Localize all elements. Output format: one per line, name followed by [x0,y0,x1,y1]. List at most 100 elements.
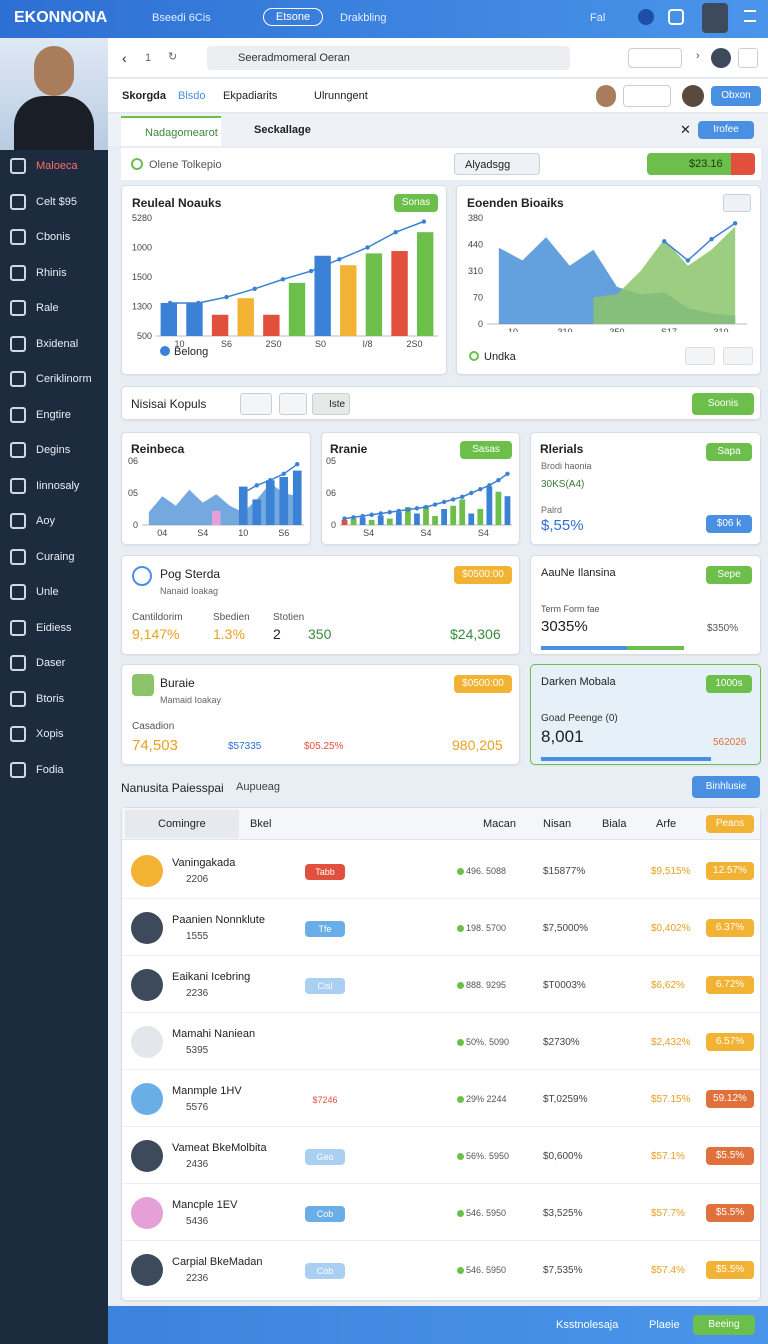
radio[interactable] [131,158,143,170]
icon-button[interactable] [723,194,751,212]
forward-icon[interactable]: › [696,50,700,62]
avatar[interactable] [711,48,731,68]
button[interactable]: Irofee [698,121,754,139]
icon-group[interactable] [628,48,682,68]
menu-item[interactable]: Ceriklinorm [36,373,92,385]
column-header[interactable]: Comingre [158,818,206,830]
nav-pill[interactable]: Etsone [263,8,323,26]
avatar[interactable] [596,85,616,107]
button[interactable]: Beeing [693,1315,755,1335]
chart-title: Reinbeca [131,442,185,456]
column-header[interactable]: Bkel [250,818,272,830]
stat-label: Sbedien [213,612,250,623]
footer-link[interactable]: Ksstnolesaja [556,1319,619,1331]
pager[interactable] [723,347,753,365]
button[interactable]: Obxon [711,86,761,106]
button[interactable]: Sepe [706,566,752,584]
badge[interactable]: $0500:00 [454,675,512,693]
menu-button[interactable] [738,48,758,68]
icon[interactable] [638,9,654,25]
menu-item[interactable]: Unle [36,586,59,598]
menu-item[interactable]: Daser [36,657,66,669]
button[interactable]: Peans [706,815,754,833]
x-label: I/8 [362,339,372,349]
search-box[interactable]: Seeradmomeral Oeran [207,46,570,70]
button[interactable]: Sonas [394,194,438,212]
icon-group[interactable] [623,85,671,107]
pager[interactable] [685,347,715,365]
bar [368,519,375,525]
refresh-icon[interactable]: ↻ [168,51,178,63]
menu-icon[interactable] [744,10,756,22]
row-tag: Cob [305,1206,345,1222]
dropdown[interactable]: Alyadsgg [454,153,540,175]
dropdown[interactable]: Aupueag [236,781,281,793]
menu-item[interactable]: Xopis [36,728,64,740]
browser-bar: ‹ 1 ↻ Seeradmomeral Oeran › [108,38,768,78]
tab[interactable]: Ulrunngent [314,90,368,102]
menu-item[interactable]: Rale [36,302,59,314]
row-change: 496. 5088 [466,866,507,876]
toolbar-title[interactable]: Nisisai Kopuls [131,397,207,411]
badge[interactable]: $0500:00 [454,566,512,584]
button[interactable]: Sasas [460,441,512,459]
column-header[interactable]: Nisan [543,818,572,830]
nav-link[interactable]: Drakbling [340,12,387,24]
button[interactable]: Sapa [706,443,752,461]
menu-item[interactable]: Fodia [36,763,64,776]
area [593,226,736,324]
table-row: Carpial BkeMadan 2236 Cob 546. 5950 $7,535% $… [122,1241,760,1298]
brand[interactable]: EKONNONA [14,9,108,26]
subtab[interactable]: Seckallage [254,124,311,136]
row-sub: 2436 [186,1159,209,1170]
row-value: $7,5000% [543,923,589,934]
line-point [432,502,438,507]
bar [395,512,402,525]
notification-icon[interactable] [668,9,684,25]
menu-item[interactable]: Engtire [36,408,71,421]
tab[interactable]: Blsdo [178,90,206,102]
menu-item[interactable]: Bxidenal [36,337,79,350]
icon-button[interactable] [240,393,272,415]
menu-item[interactable]: Maloeca [36,160,78,172]
menu-icon [10,761,26,778]
menu-item[interactable]: Btoris [36,692,65,705]
row-sub: 2236 [186,988,209,999]
button[interactable]: Binhlusie [692,776,760,798]
icon-button[interactable] [279,393,307,415]
bar [341,519,348,525]
nav-link[interactable]: Bseedi 6Cis [152,12,211,24]
button[interactable]: 1000s [706,675,752,693]
menu-item[interactable]: Rhinis [36,266,67,279]
back-icon[interactable]: ‹ [122,50,127,66]
row-change: 546. 5950 [466,1265,507,1275]
menu-item[interactable]: Iinnosaly [36,479,80,492]
menu-icon [10,690,26,707]
active-subtab[interactable]: Nadagomearot [121,116,221,146]
tab[interactable]: Skorgda [122,90,167,102]
close-icon[interactable]: ✕ [680,122,691,137]
menu-item[interactable]: Celt $95 [36,195,77,208]
avatar[interactable] [702,3,728,33]
button[interactable]: Soonis [692,393,754,415]
tag[interactable]: Iste [312,393,350,415]
menu-item[interactable]: Eidiess [36,621,72,634]
column-header[interactable]: Biala [602,818,627,830]
column-header[interactable]: Macan [483,818,517,830]
avatar[interactable] [682,85,704,107]
menu-item[interactable]: Degins [36,444,71,456]
stat-label: Cantildorim [132,612,183,623]
tab[interactable]: Ekpadiarits [223,90,278,102]
nav-link[interactable]: Fal [590,12,606,24]
line-point [414,506,420,511]
page-number[interactable]: 1 [145,52,152,64]
price-pill[interactable]: $23.16 [647,153,755,175]
bar [252,499,262,525]
button[interactable]: $06 k [706,515,752,533]
menu-item[interactable]: Cbonis [36,231,71,243]
menu-item[interactable]: Curaing [36,550,75,563]
column-filter[interactable] [125,810,239,838]
column-header[interactable]: Arfe [656,818,677,830]
footer-link[interactable]: Plaeie [649,1319,680,1331]
menu-item[interactable]: Aoy [36,515,55,527]
